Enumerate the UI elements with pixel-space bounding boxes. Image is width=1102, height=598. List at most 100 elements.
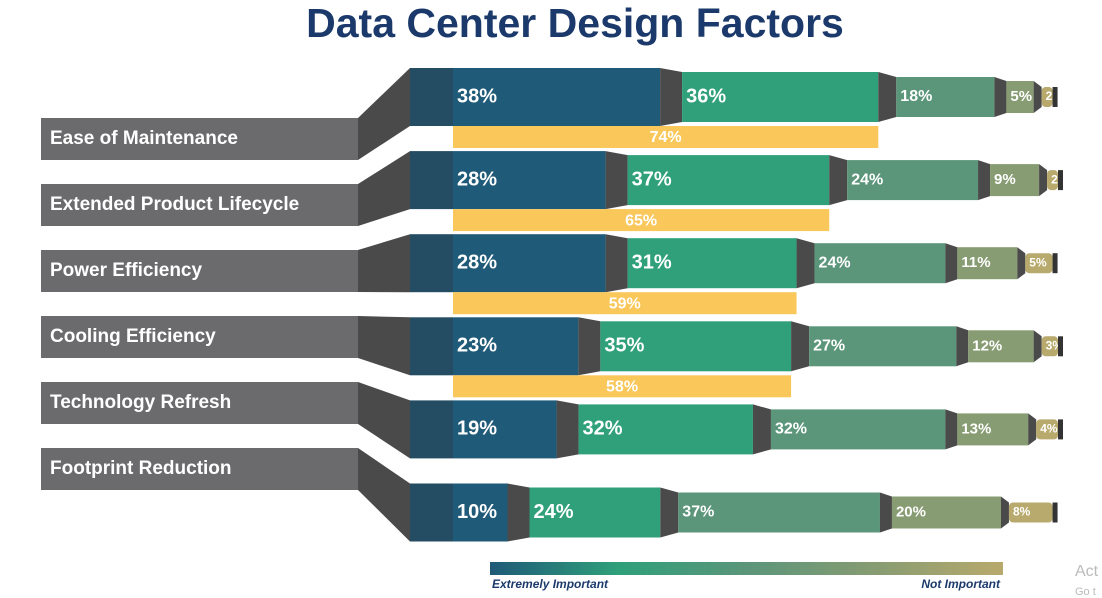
value-label: 24% xyxy=(534,501,574,523)
value-label: 31% xyxy=(632,251,672,273)
connector-block xyxy=(410,68,453,126)
segment xyxy=(847,160,979,201)
segment xyxy=(682,72,879,122)
segment-connector xyxy=(660,68,683,126)
value-label: 10% xyxy=(457,501,497,523)
segment-connector xyxy=(994,77,1007,117)
segment-connector xyxy=(605,234,628,293)
connector-block xyxy=(410,151,453,210)
segment xyxy=(990,164,1040,197)
legend-label: Extremely Important xyxy=(492,577,609,591)
watermark: Go t xyxy=(1075,586,1096,598)
label-box xyxy=(41,316,358,358)
segment-connector xyxy=(978,160,991,201)
value-label: 35% xyxy=(604,335,644,357)
value-label: 5% xyxy=(1029,255,1047,269)
segment-connector xyxy=(829,155,848,206)
value-label: 24% xyxy=(819,254,851,271)
watermark: Act xyxy=(1075,563,1099,580)
category-label: Ease of Maintenance xyxy=(50,128,238,149)
segment xyxy=(678,492,880,533)
segment-connector xyxy=(796,238,815,289)
segment xyxy=(1047,170,1058,191)
segment xyxy=(453,234,606,293)
segment-connector xyxy=(1033,81,1042,113)
segment-connector xyxy=(1017,247,1026,280)
segment xyxy=(770,409,946,450)
segment-connector xyxy=(660,487,679,538)
segment xyxy=(1041,336,1058,357)
segment xyxy=(957,247,1018,280)
value-label: 28% xyxy=(457,168,497,190)
chart-title: Data Center Design Factors xyxy=(306,0,844,46)
total-bar xyxy=(453,375,792,398)
segment-connector xyxy=(945,243,958,284)
segment-connector xyxy=(578,317,601,376)
category-label: Power Efficiency xyxy=(50,260,202,281)
segment xyxy=(809,326,957,367)
segment xyxy=(896,77,995,117)
segment xyxy=(1025,253,1053,274)
end-cap xyxy=(1058,336,1063,357)
label-connector xyxy=(358,382,410,459)
value-label: 27% xyxy=(813,338,845,355)
segment xyxy=(814,243,946,284)
total-bar xyxy=(453,126,879,148)
segment-connector xyxy=(605,151,628,210)
segment-connector xyxy=(1028,413,1037,446)
value-label: 13% xyxy=(961,420,991,437)
value-label: 9% xyxy=(994,171,1016,188)
segment-connector xyxy=(556,400,579,459)
value-label: 24% xyxy=(851,171,883,188)
segment-connector xyxy=(507,483,530,542)
category-label: Technology Refresh xyxy=(50,392,231,413)
segment xyxy=(453,483,508,542)
category-label: Extended Product Lifecycle xyxy=(50,194,299,215)
label-connector xyxy=(358,234,410,293)
segment-connector xyxy=(1039,164,1048,197)
value-label: 8% xyxy=(1013,505,1031,519)
segment-connector xyxy=(956,326,969,367)
segment-connector xyxy=(1033,330,1042,363)
connector-block xyxy=(410,317,453,376)
segment-connector xyxy=(1000,496,1009,529)
label-box xyxy=(41,382,358,424)
segment xyxy=(627,155,830,206)
total-bar xyxy=(453,209,830,232)
value-label: 23% xyxy=(457,335,497,357)
segment xyxy=(453,68,661,126)
label-connector xyxy=(358,68,410,160)
label-box xyxy=(41,448,358,490)
end-cap xyxy=(1052,87,1058,107)
value-label: 20% xyxy=(896,503,926,520)
end-cap xyxy=(1058,170,1063,191)
segment xyxy=(453,317,579,376)
segment xyxy=(1041,87,1053,107)
category-label: Cooling Efficiency xyxy=(50,326,216,347)
segment xyxy=(1006,81,1034,113)
label-box xyxy=(41,184,358,226)
total-label: 59% xyxy=(609,295,641,312)
segment xyxy=(1036,419,1058,440)
segment-connector xyxy=(752,404,771,455)
segment-connector xyxy=(945,409,958,450)
value-label: 37% xyxy=(682,504,714,521)
value-label: 38% xyxy=(457,85,497,107)
label-box xyxy=(41,250,358,292)
total-label: 65% xyxy=(625,212,657,229)
category-label: Footprint Reduction xyxy=(50,458,232,479)
segment xyxy=(453,151,606,210)
segment-connector xyxy=(879,492,892,533)
segment-connector xyxy=(878,72,897,122)
value-label: 5% xyxy=(1010,88,1032,105)
segment xyxy=(578,404,753,455)
total-bar xyxy=(453,292,797,315)
label-box xyxy=(41,118,358,160)
segment-connector xyxy=(791,321,810,372)
end-cap xyxy=(1058,419,1063,440)
value-label: 19% xyxy=(457,418,497,440)
value-label: 12% xyxy=(972,337,1002,354)
total-label: 58% xyxy=(606,379,638,396)
value-label: 32% xyxy=(583,418,623,440)
